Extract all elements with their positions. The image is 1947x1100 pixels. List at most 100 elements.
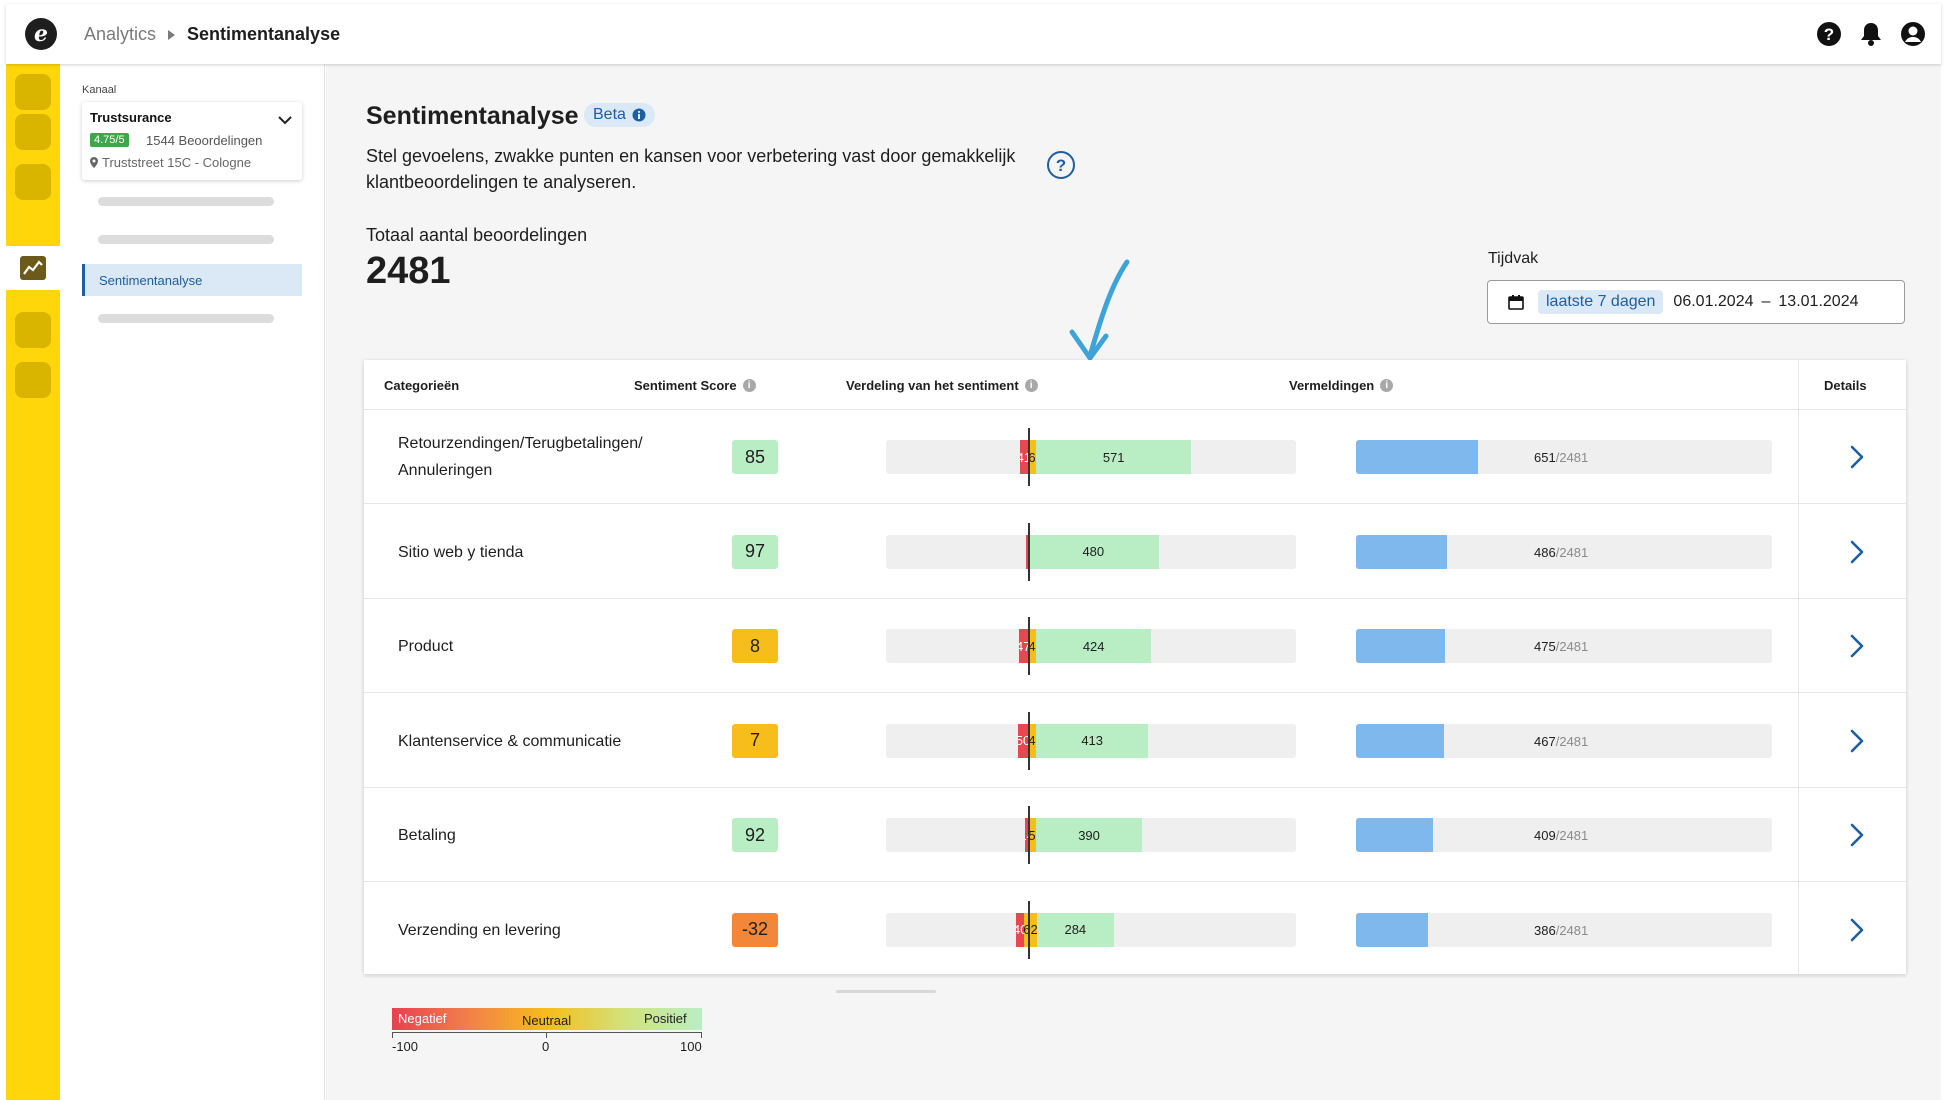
legend-tick [392, 1032, 393, 1038]
rating-badge: 4.75/5 [90, 133, 129, 147]
sidebar-item-sentimentanalyse[interactable]: Sentimentanalyse [82, 264, 302, 296]
rail-item-analytics[interactable] [6, 246, 60, 290]
channel-address: Truststreet 15C - Cologne [90, 155, 251, 170]
sentiment-legend: Negatief Neutraal Positief -100 0 100 [392, 1008, 702, 1088]
neutral-segment: 5 [1028, 818, 1036, 852]
legend-gradient [392, 1008, 702, 1030]
legend-max: 100 [680, 1039, 702, 1054]
details-chevron-right-icon[interactable] [1842, 537, 1872, 567]
help-circle-icon[interactable]: ? [1046, 150, 1076, 185]
sentiment-score: 7 [732, 723, 778, 758]
legend-negative: Negatief [398, 1011, 447, 1026]
bell-icon[interactable] [1857, 20, 1885, 48]
address-text: Truststreet 15C - Cologne [102, 155, 252, 170]
sentiment-score: 97 [732, 534, 778, 569]
channel-selector[interactable]: Trustsurance 4.75/5 1544 Beoordelingen T… [82, 102, 302, 180]
positive-segment: 480 [1028, 534, 1159, 569]
sentiment-table: Categorieën Sentiment Score i Verdeling v… [364, 360, 1906, 977]
neutral-segment: 4 [1028, 629, 1036, 663]
breadcrumb-analytics[interactable]: Analytics [84, 24, 157, 44]
sentiment-score: -32 [732, 912, 778, 947]
sentiment-distribution-bar: 50 4 413 [886, 711, 1296, 770]
negative-segment: 40 [1016, 912, 1025, 947]
sidebar-item-placeholder[interactable] [98, 197, 274, 206]
table-row[interactable]: Product 8 47 4 424 475/2481 [364, 599, 1906, 693]
mentions-fill [1356, 723, 1444, 758]
breadcrumb-separator-icon [168, 29, 176, 40]
header-category: Categorieën [384, 378, 460, 393]
mentions-bar: 486/2481 [1356, 534, 1772, 569]
rail-item-2[interactable] [15, 114, 51, 150]
table-row[interactable]: Verzending en levering -32 4062284 386/2481 [364, 883, 1906, 977]
period-picker[interactable]: laatste 7 dagen 06.01.2024 – 13.01.2024 [1487, 280, 1905, 324]
zero-line [1028, 522, 1030, 581]
negative-segment: 50 [1017, 723, 1028, 758]
location-pin-icon [90, 157, 98, 168]
period-label: Tijdvak [1488, 250, 1539, 267]
table-row[interactable]: Betaling 92 145390 409/2481 [364, 788, 1906, 882]
top-bar: e Analytics Sentimentanalyse ? [6, 4, 1941, 64]
period-start: 06.01.2024 [1673, 293, 1754, 310]
page-title: Sentimentanalyse [366, 102, 579, 130]
category-name: Sitio web y tienda [398, 543, 524, 561]
details-chevron-right-icon[interactable] [1842, 820, 1872, 850]
category-name: Verzending en levering [398, 921, 561, 939]
sentiment-score: 92 [732, 818, 778, 852]
mentions-text: 467/2481 [1534, 734, 1588, 749]
period-chip[interactable]: laatste 7 dagen [1538, 290, 1664, 314]
account-icon[interactable] [1899, 20, 1927, 48]
mentions-count: 475 [1534, 639, 1556, 654]
app-logo[interactable]: e [25, 18, 57, 50]
category-name: Retourzendingen/Terugbetalingen/ Annuler… [398, 435, 643, 479]
details-chevron-right-icon[interactable] [1842, 726, 1872, 756]
horizontal-scrollbar[interactable] [836, 990, 936, 993]
details-chevron-right-icon[interactable] [1842, 915, 1872, 945]
legend-min: -100 [392, 1039, 419, 1054]
zero-line [1028, 806, 1030, 864]
mentions-fill [1356, 534, 1448, 569]
mentions-count: 651 [1534, 450, 1556, 465]
table-row[interactable]: Klantenservice & communicatie 7 50 4 413 467/… [364, 694, 1906, 788]
details-chevron-right-icon[interactable] [1842, 631, 1872, 661]
mentions-text: 486/2481 [1534, 545, 1588, 560]
header-score: Sentiment Score i [634, 378, 756, 393]
zero-line [1028, 900, 1030, 959]
table-row[interactable]: Sitio web y tienda 97 480 486/2481 [364, 505, 1906, 599]
channel-label: Kanaal [82, 84, 117, 96]
total-reviews-label: Totaal aantal beoordelingen [366, 225, 588, 245]
mentions-bar: 651/2481 [1356, 440, 1772, 474]
svg-text:?: ? [1824, 25, 1834, 44]
sidebar-item-placeholder[interactable] [98, 314, 274, 323]
header-distribution: Verdeling van het sentiment i [846, 378, 1038, 393]
sidebar-item-placeholder[interactable] [98, 235, 274, 244]
mentions-fill [1356, 629, 1446, 663]
mentions-fill [1356, 912, 1429, 947]
table-row[interactable]: Retourzendingen/Terugbetalingen/ Annuler… [364, 410, 1906, 504]
legend-tick [701, 1032, 702, 1038]
sentiment-score: 85 [732, 440, 778, 474]
rail-item-6[interactable] [15, 362, 51, 398]
calendar-icon [1508, 295, 1524, 310]
rail-item-3[interactable] [15, 164, 51, 200]
header-mentions: Vermeldingen i [1289, 378, 1394, 393]
info-icon[interactable]: i [1380, 379, 1394, 392]
period-separator: – [1761, 293, 1771, 310]
negative-segment [1026, 534, 1028, 569]
info-icon[interactable]: i [742, 379, 756, 392]
mentions-total: /2481 [1555, 922, 1589, 938]
legend-tick [546, 1032, 547, 1038]
legend-positive: Positief [644, 1011, 687, 1026]
zero-line [1028, 428, 1030, 486]
rail-item-1[interactable] [15, 74, 51, 110]
chevron-down-icon[interactable] [278, 112, 292, 130]
svg-text:?: ? [1056, 156, 1066, 175]
details-chevron-right-icon[interactable] [1842, 442, 1872, 472]
rail-item-5[interactable] [15, 312, 51, 348]
channel-name: Trustsurance [90, 110, 172, 125]
neutral-segment: 4 [1028, 723, 1036, 758]
info-icon[interactable]: i [1024, 379, 1038, 392]
beta-badge[interactable]: Beta [584, 103, 655, 127]
info-icon [632, 108, 646, 122]
mentions-text: 386/2481 [1534, 923, 1588, 938]
help-icon[interactable]: ? [1815, 20, 1843, 48]
